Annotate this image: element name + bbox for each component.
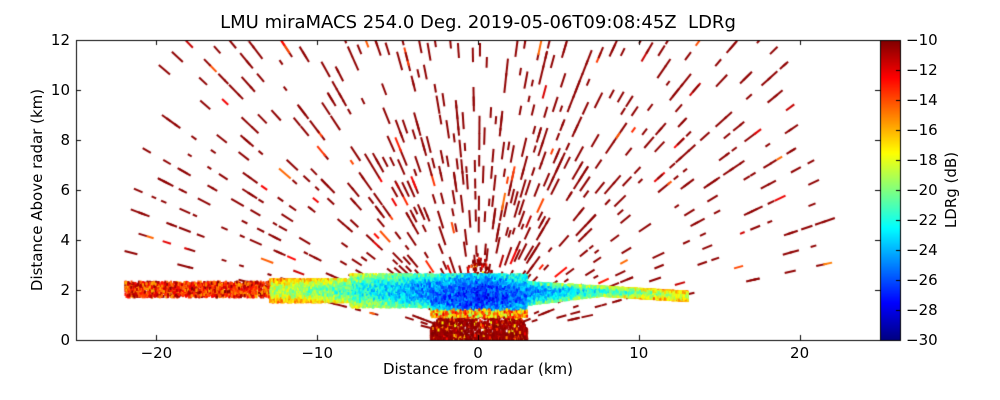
colorbar-tick-label: −16 xyxy=(906,121,938,139)
colorbar-tick-label: −20 xyxy=(906,181,938,199)
colorbar-tick-label: −24 xyxy=(906,241,938,259)
y-tick-label: 4 xyxy=(60,231,70,249)
colorbar-tick-label: −22 xyxy=(906,211,938,229)
x-axis-label: Distance from radar (km) xyxy=(382,360,574,378)
y-tick-label: 10 xyxy=(50,81,70,99)
y-axis-label: Distance Above radar (km) xyxy=(28,88,46,292)
colorbar-tick-label: −12 xyxy=(906,61,938,79)
colorbar-label: LDRg (dB) xyxy=(942,151,960,229)
chart-title: LMU miraMACS 254.0 Deg. 2019-05-06T09:08… xyxy=(220,12,736,33)
colorbar-tick-label: −30 xyxy=(906,331,938,349)
x-tick-label: 10 xyxy=(629,344,649,362)
y-tick-label: 0 xyxy=(60,331,70,349)
y-tick-label: 12 xyxy=(50,31,70,49)
y-tick-label: 8 xyxy=(60,131,70,149)
colorbar-tick-label: −10 xyxy=(906,31,938,49)
colorbar-tick-label: −28 xyxy=(906,301,938,319)
x-tick-label: −10 xyxy=(301,344,334,362)
x-tick-label: −20 xyxy=(140,344,173,362)
y-tick-label: 6 xyxy=(60,181,70,199)
x-tick-label: 0 xyxy=(473,344,483,362)
colorbar-tick-label: −26 xyxy=(906,271,938,289)
colorbar-tick-label: −14 xyxy=(906,91,938,109)
x-tick-label: 20 xyxy=(790,344,810,362)
y-tick-label: 2 xyxy=(60,281,70,299)
colorbar-tick-label: −18 xyxy=(906,151,938,169)
